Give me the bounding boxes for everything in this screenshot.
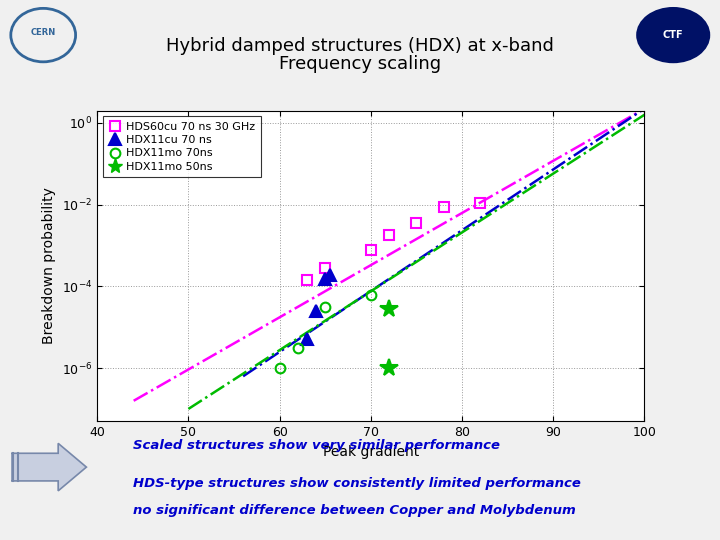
Text: no significant difference between Copper and Molybdenum: no significant difference between Copper…: [133, 504, 576, 517]
Text: Hybrid damped structures (HDX) at x-band: Hybrid damped structures (HDX) at x-band: [166, 37, 554, 55]
Text: CTF: CTF: [663, 30, 683, 40]
Circle shape: [638, 8, 709, 62]
FancyArrow shape: [11, 443, 86, 491]
Y-axis label: Breakdown probability: Breakdown probability: [42, 187, 56, 345]
Text: HDS-type structures show consistently limited performance: HDS-type structures show consistently li…: [133, 477, 581, 490]
Legend: HDS60cu 70 ns 30 GHz, HDX11cu 70 ns, HDX11mo 70ns, HDX11mo 50ns: HDS60cu 70 ns 30 GHz, HDX11cu 70 ns, HDX…: [103, 116, 261, 177]
X-axis label: Peak gradient: Peak gradient: [323, 444, 419, 458]
Text: Scaled structures show very similar performance: Scaled structures show very similar perf…: [133, 439, 500, 452]
Text: CERN: CERN: [30, 28, 56, 37]
Text: Frequency scaling: Frequency scaling: [279, 55, 441, 73]
